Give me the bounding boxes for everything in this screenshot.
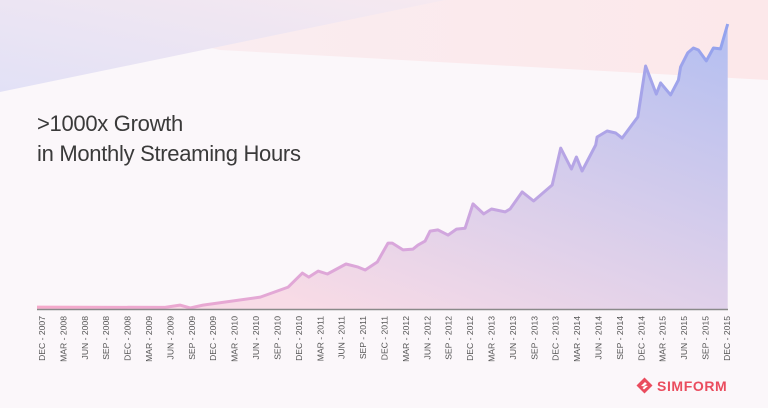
- x-tick-label: JUN - 2015: [679, 316, 689, 360]
- x-tick-label: SEP - 2009: [187, 316, 197, 360]
- x-tick-label: JUN - 2011: [337, 316, 347, 359]
- x-tick-label: SEP - 2008: [101, 316, 111, 360]
- x-tick-label: JUN - 2009: [165, 316, 175, 360]
- x-tick-label: DEC - 2013: [551, 316, 561, 361]
- x-tick-label: MAR - 2009: [144, 316, 154, 362]
- x-tick-label: MAR - 2008: [58, 316, 68, 362]
- x-tick-label: DEC - 2009: [208, 316, 218, 361]
- x-tick-label: MAR - 2010: [230, 316, 240, 362]
- x-tick-label: SEP - 2013: [529, 316, 539, 360]
- x-tick-label: SEP - 2014: [615, 316, 625, 360]
- x-tick-label: JUN - 2013: [508, 316, 518, 360]
- x-tick-label: DEC - 2012: [465, 316, 475, 361]
- chart-title-line-1: >1000x Growth: [37, 111, 183, 136]
- x-tick-label: SEP - 2015: [701, 316, 711, 360]
- area-fill: [37, 24, 728, 309]
- x-tick-label: MAR - 2011: [315, 316, 325, 361]
- x-tick-label: MAR - 2013: [487, 316, 497, 362]
- x-tick-label: JUN - 2014: [594, 316, 604, 360]
- x-tick-label: JUN - 2008: [80, 316, 90, 360]
- x-tick-label: DEC - 2010: [294, 316, 304, 361]
- x-tick-label: DEC - 2008: [123, 316, 133, 361]
- lavender-band: [0, 0, 445, 92]
- simform-logo-icon: [636, 377, 653, 394]
- simform-logo: SIMFORM: [636, 377, 727, 394]
- series-line: [36, 23, 730, 310]
- x-tick-label: MAR - 2015: [658, 316, 668, 362]
- x-tick-label: DEC - 2011: [380, 316, 390, 360]
- x-tick-label: DEC - 2007: [37, 316, 47, 361]
- x-tick-label: JUN - 2010: [251, 316, 261, 360]
- x-tick-label: MAR - 2012: [401, 316, 411, 362]
- x-tick-label: JUN - 2012: [422, 316, 432, 360]
- x-tick-label: SEP - 2012: [444, 316, 454, 360]
- x-tick-label: MAR - 2014: [572, 316, 582, 362]
- x-tick-label: SEP - 2010: [273, 316, 283, 360]
- x-tick-label: DEC - 2015: [722, 316, 732, 361]
- x-tick-label: SEP - 2011: [358, 316, 368, 359]
- x-tick-label: DEC - 2014: [636, 316, 646, 361]
- brand-name: SIMFORM: [657, 377, 728, 394]
- chart-title-line-2: in Monthly Streaming Hours: [37, 141, 301, 166]
